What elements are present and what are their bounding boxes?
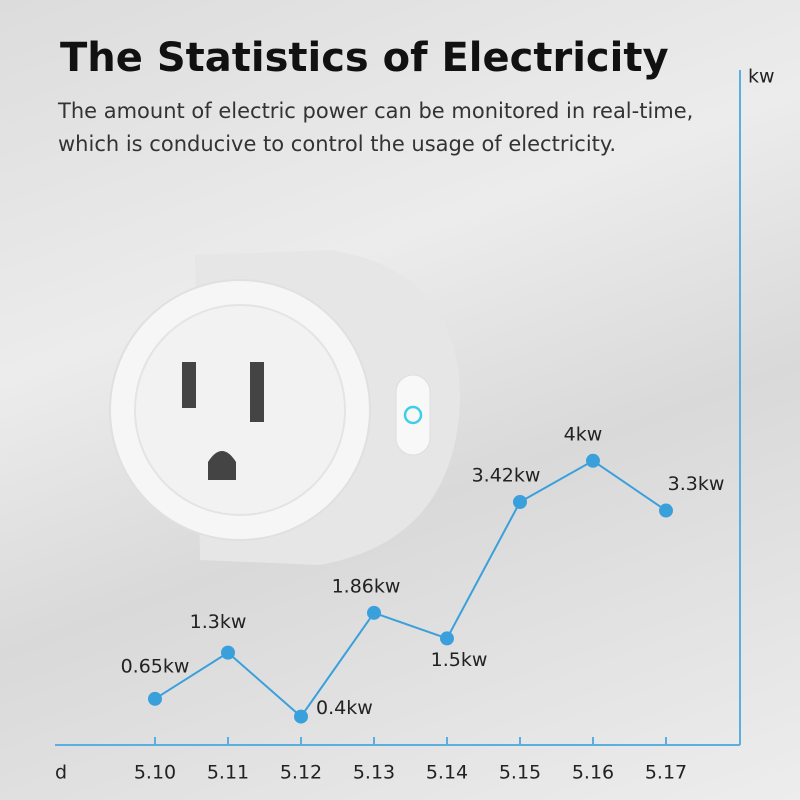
data-point xyxy=(440,631,454,646)
x-tick-label: 5.13 xyxy=(353,762,395,784)
x-tick-label: 5.10 xyxy=(134,762,176,784)
x-tick-label: 5.17 xyxy=(645,762,687,784)
x-tick-label: 5.12 xyxy=(280,762,322,784)
data-line xyxy=(154,459,667,719)
y-axis-label: kw xyxy=(748,66,775,88)
data-point xyxy=(148,691,162,706)
value-label: 4kw xyxy=(564,423,603,445)
data-point xyxy=(513,495,527,509)
x-tick-label: 5.14 xyxy=(426,762,468,784)
subtitle: which is conducive to control the usage … xyxy=(58,132,616,156)
data-point xyxy=(221,645,235,660)
value-label: 1.5kw xyxy=(431,649,488,671)
data-point xyxy=(659,503,673,518)
data-point xyxy=(367,605,381,620)
title: The Statistics of Electricity xyxy=(60,35,669,81)
smart-plug xyxy=(109,250,460,565)
value-label: 1.3kw xyxy=(190,611,247,633)
value-label: 0.65kw xyxy=(121,655,190,677)
value-label: 1.86kw xyxy=(332,575,401,597)
x-tick-label: 5.15 xyxy=(499,762,541,784)
data-point xyxy=(294,709,308,724)
x-tick-label: 5.11 xyxy=(207,762,249,784)
value-label: 3.42kw xyxy=(472,465,541,487)
data-point xyxy=(586,453,600,468)
value-label: 0.4kw xyxy=(316,697,373,719)
x-axis-label: d xyxy=(55,762,67,784)
x-tick-label: 5.16 xyxy=(572,762,614,784)
value-label: 3.3kw xyxy=(668,473,725,495)
subtitle: The amount of electric power can be moni… xyxy=(57,99,693,123)
